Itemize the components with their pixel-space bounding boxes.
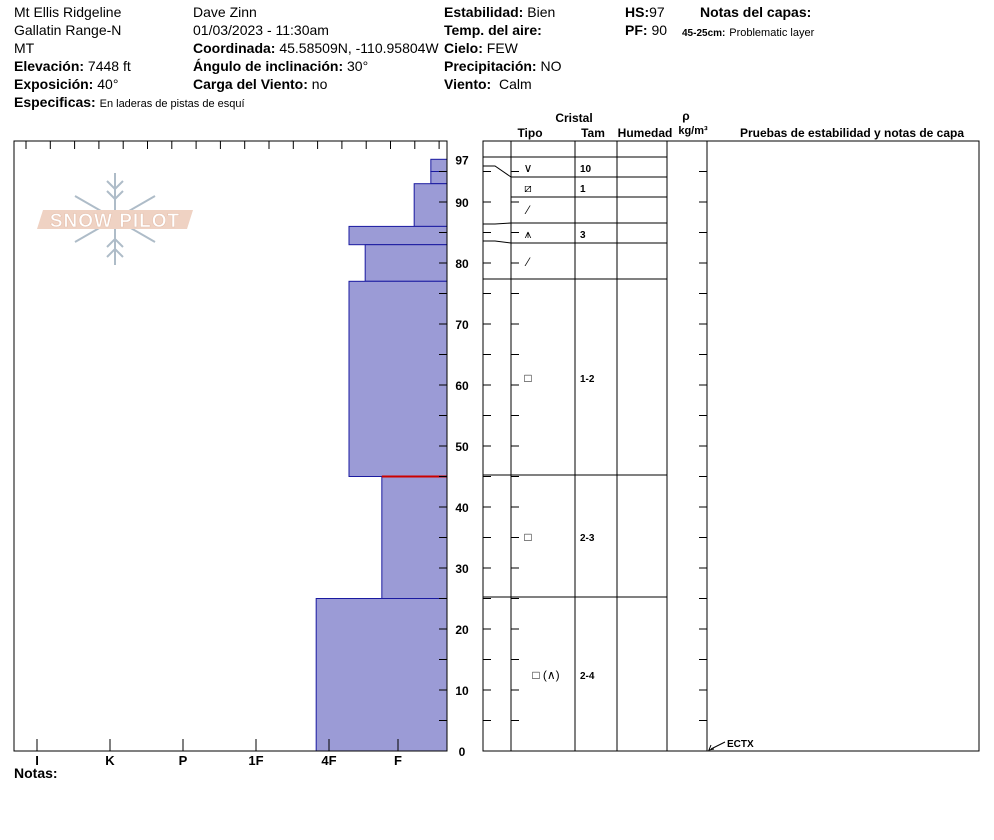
x-tick-label: 1F (248, 753, 263, 768)
incline: Ángulo de inclinación: 30° (193, 58, 369, 74)
elevation: Elevación: 7448 ft (14, 58, 131, 74)
col-tests: Pruebas de estabilidad y notas de capa (740, 126, 964, 140)
hardness-x-axis: I K P 1F 4F F (25, 141, 440, 768)
y-tick-label: 97 (455, 153, 469, 167)
y-tick-label: 10 (455, 684, 469, 698)
x-tick-label: K (105, 753, 115, 768)
hardness-bar (364, 244, 448, 282)
y-tick-label: 40 (455, 501, 469, 515)
y-tick-label: 80 (455, 257, 469, 271)
specifics: Especificas: En laderas de pistas de esq… (14, 94, 245, 110)
x-tick-label: F (394, 753, 402, 768)
layer-connector (483, 165, 512, 178)
pf: PF: 90 (625, 22, 668, 38)
hardness-bar (430, 171, 448, 185)
col-density-unit: kg/m³ (678, 125, 708, 137)
test-result: ECTX (727, 739, 754, 750)
hardness-bar (348, 280, 448, 477)
grain-size: 2-3 (580, 533, 595, 544)
layer-connector (483, 222, 512, 225)
grain-type-symbol: □ (524, 371, 531, 385)
wind: Viento: Calm (444, 76, 532, 92)
y-tick-label: 90 (455, 196, 469, 210)
precipitation: Precipitación: NO (444, 58, 562, 74)
mountain-range: Gallatin Range-N (14, 22, 122, 38)
layer-notes-title: Notas del capas: (700, 4, 812, 20)
layer-connector (483, 240, 512, 244)
sky: Cielo: FEW (444, 40, 518, 56)
observer: Dave Zinn (193, 4, 257, 20)
layer-table-frame (482, 140, 980, 752)
wind-load: Carga del Viento: no (193, 76, 328, 92)
aspect: Exposición: 40° (14, 76, 119, 92)
layer-boundaries (511, 156, 667, 598)
col-type: Tipo (517, 126, 542, 140)
grain-size: 10 (580, 164, 592, 175)
grain-type-symbol: ∨ (524, 161, 533, 175)
grain-type-symbol: ⁄ (524, 203, 531, 217)
y-tick-label: 70 (455, 318, 469, 332)
y-tick-label: 50 (455, 440, 469, 454)
hardness-bar (413, 183, 448, 227)
layer-connectors (483, 156, 512, 598)
height-axis: 0 10 20 30 40 50 60 70 80 90 97 (439, 140, 707, 759)
y-tick-label: 30 (455, 562, 469, 576)
grain-size: 2-4 (580, 671, 595, 682)
date-time: 01/03/2023 - 11:30am (193, 22, 329, 38)
state: MT (14, 40, 35, 56)
ectx-marker: ECTX (708, 739, 754, 751)
col-density-symbol: ρ (682, 109, 689, 123)
hardness-bar (430, 158, 448, 173)
notes-label: Notas: (14, 765, 58, 781)
y-tick-label: 60 (455, 379, 469, 393)
hardness-bar (315, 598, 448, 752)
hardness-bar (348, 225, 448, 246)
hs: HS:97 (625, 4, 665, 20)
hardness-bar (381, 476, 448, 599)
grain-size: 1 (580, 184, 586, 195)
hardness-bars (315, 158, 448, 752)
col-size: Tam (581, 126, 605, 140)
grain-size: 1-2 (580, 374, 595, 385)
x-tick-label: I (35, 753, 39, 768)
snowpilot-logo: SNOW PILOT (37, 173, 193, 265)
x-tick-label: P (179, 753, 188, 768)
grain-size: 3 (580, 230, 586, 241)
grain-type-symbol: ⁄ (524, 255, 531, 269)
logo-text: SNOW PILOT (50, 211, 180, 232)
layer-symbols: ∨ 10 ⧄ 1 ⁄ ⩚ 3 ⁄ □ 1-2 □ 2-3 □ (∧) 2-4 (524, 161, 595, 682)
col-crystal: Cristal (555, 111, 592, 125)
grain-type-symbol: ⧄ (524, 181, 532, 195)
y-tick-label: 0 (459, 745, 466, 759)
location-name: Mt Ellis Ridgeline (14, 4, 122, 20)
grain-type-symbol: ⩚ (525, 227, 532, 241)
col-moisture: Humedad (618, 126, 673, 140)
stability: Estabilidad: Bien (444, 4, 556, 20)
y-tick-label: 20 (455, 623, 469, 637)
air-temp-label: Temp. del aire: (444, 22, 542, 38)
coordinates: Coordinada: 45.58509N, -110.95804W (193, 40, 439, 56)
grain-type-symbol: □ (∧) (532, 668, 559, 682)
x-tick-label: 4F (321, 753, 336, 768)
layer-note: 45-25cm: Problematic layer (682, 27, 815, 39)
grain-type-symbol: □ (524, 530, 531, 544)
